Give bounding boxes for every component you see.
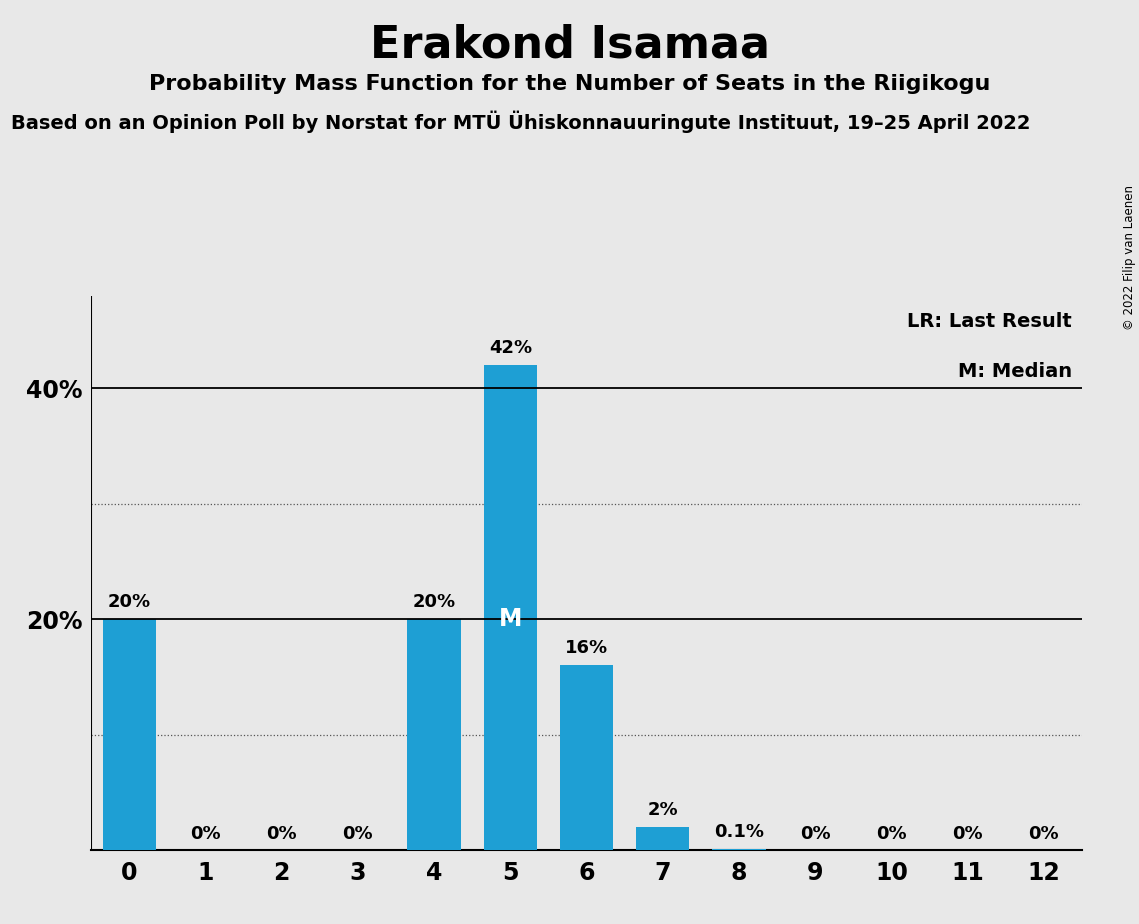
Bar	[484, 365, 538, 850]
Bar	[408, 619, 461, 850]
Text: LR: Last Result: LR: Last Result	[908, 312, 1072, 332]
Text: Probability Mass Function for the Number of Seats in the Riigikogu: Probability Mass Function for the Number…	[149, 74, 990, 94]
Text: M: M	[499, 607, 522, 631]
Text: 16%: 16%	[565, 639, 608, 657]
Text: 0%: 0%	[876, 825, 907, 843]
Text: 0%: 0%	[1029, 825, 1059, 843]
Text: 0%: 0%	[800, 825, 830, 843]
Text: 0%: 0%	[190, 825, 221, 843]
Bar	[712, 849, 765, 850]
Text: 42%: 42%	[489, 339, 532, 357]
Text: 0%: 0%	[343, 825, 374, 843]
Text: 0%: 0%	[267, 825, 297, 843]
Bar	[103, 619, 156, 850]
Text: Based on an Opinion Poll by Norstat for MTÜ Ühiskonnauuringute Instituut, 19–25 : Based on an Opinion Poll by Norstat for …	[11, 111, 1031, 133]
Bar	[636, 827, 689, 850]
Text: 0.1%: 0.1%	[714, 823, 764, 841]
Text: 0%: 0%	[952, 825, 983, 843]
Text: 20%: 20%	[108, 593, 150, 611]
Text: 20%: 20%	[412, 593, 456, 611]
Text: M: Median: M: Median	[958, 362, 1072, 382]
Bar	[560, 665, 613, 850]
Text: Erakond Isamaa: Erakond Isamaa	[369, 23, 770, 67]
Text: 2%: 2%	[647, 801, 678, 819]
Text: © 2022 Filip van Laenen: © 2022 Filip van Laenen	[1123, 185, 1136, 330]
